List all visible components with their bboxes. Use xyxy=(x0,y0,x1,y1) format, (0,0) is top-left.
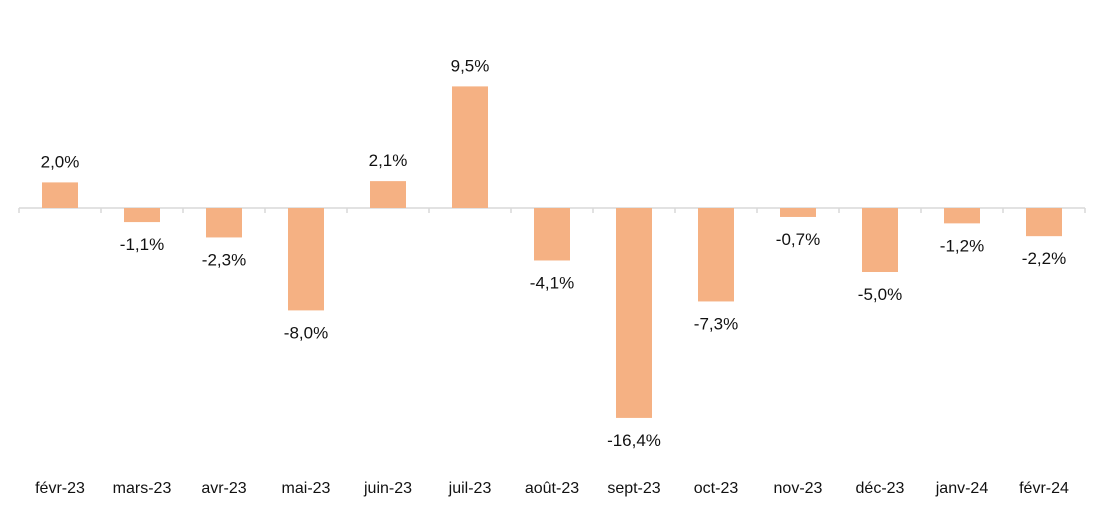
data-label-sept-23: -16,4% xyxy=(607,431,661,450)
category-label-févr-24: févr-24 xyxy=(1019,480,1069,497)
bar-avr-23 xyxy=(206,208,242,238)
data-label-déc-23: -5,0% xyxy=(858,285,902,304)
bar-janv-24 xyxy=(944,208,980,224)
data-label-juil-23: 9,5% xyxy=(451,56,490,75)
data-label-mai-23: -8,0% xyxy=(284,323,328,342)
bar-mars-23 xyxy=(124,208,160,223)
bar-juil-23 xyxy=(452,86,488,208)
data-label-févr-24: -2,2% xyxy=(1022,249,1066,268)
data-label-août-23: -4,1% xyxy=(530,273,574,292)
bar-nov-23 xyxy=(780,208,816,217)
category-label-oct-23: oct-23 xyxy=(694,480,739,497)
category-label-avr-23: avr-23 xyxy=(201,480,246,497)
category-label-janv-24: janv-24 xyxy=(935,480,989,497)
bar-sept-23 xyxy=(616,208,652,418)
bar-févr-23 xyxy=(42,182,78,208)
data-label-nov-23: -0,7% xyxy=(776,230,820,249)
data-label-oct-23: -7,3% xyxy=(694,314,738,333)
category-label-août-23: août-23 xyxy=(525,480,579,497)
data-label-avr-23: -2,3% xyxy=(202,250,246,269)
bar-août-23 xyxy=(534,208,570,261)
bar-févr-24 xyxy=(1026,208,1062,237)
bar-mai-23 xyxy=(288,208,324,311)
category-label-févr-23: févr-23 xyxy=(35,480,85,497)
category-label-sept-23: sept-23 xyxy=(607,480,660,497)
bar-juin-23 xyxy=(370,181,406,208)
bar-déc-23 xyxy=(862,208,898,272)
data-label-févr-23: 2,0% xyxy=(41,152,80,171)
category-label-juin-23: juin-23 xyxy=(363,480,412,497)
category-label-déc-23: déc-23 xyxy=(856,480,905,497)
category-label-juil-23: juil-23 xyxy=(448,480,492,497)
category-label-nov-23: nov-23 xyxy=(774,480,823,497)
data-label-juin-23: 2,1% xyxy=(369,151,408,170)
data-label-janv-24: -1,2% xyxy=(940,236,984,255)
category-label-mars-23: mars-23 xyxy=(113,480,172,497)
bar-oct-23 xyxy=(698,208,734,302)
data-label-mars-23: -1,1% xyxy=(120,235,164,254)
category-label-mai-23: mai-23 xyxy=(282,480,331,497)
